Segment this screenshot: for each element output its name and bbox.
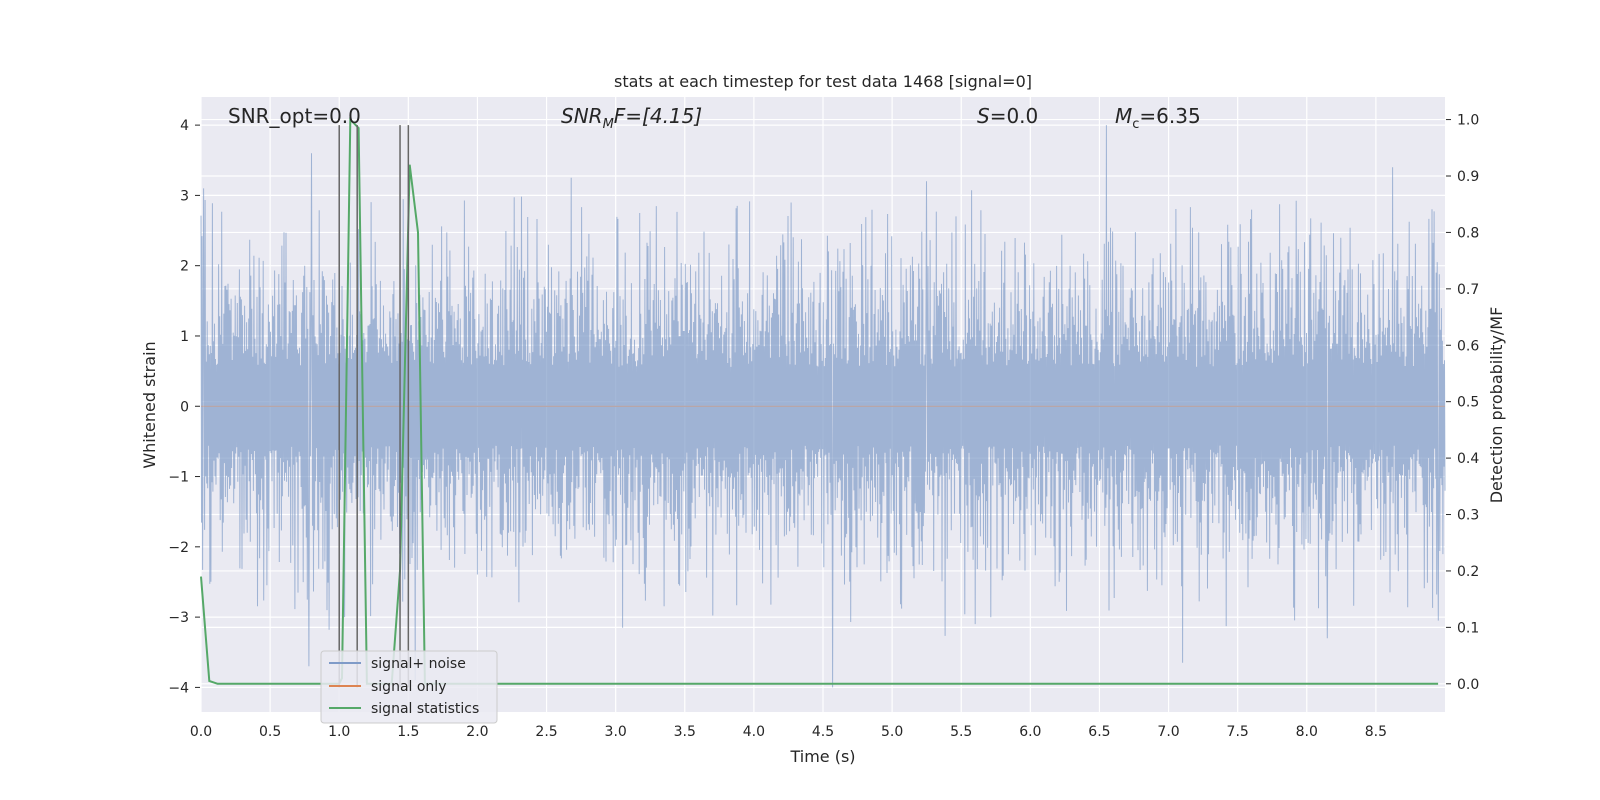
annotation-mc-var: M	[1115, 104, 1132, 128]
y2-tick-label: 0.2	[1457, 564, 1479, 580]
y-tick-label: −2	[168, 540, 189, 556]
x-tick-label: 8.0	[1296, 724, 1318, 740]
annotation-mc-rest: =6.35	[1139, 104, 1200, 128]
legend: signal+ noise signal only signal statist…	[320, 650, 498, 724]
x-tick-label: 3.0	[605, 724, 627, 740]
legend-label-signal-noise: signal+ noise	[371, 656, 466, 672]
x-tick-labels: 0.0 0.5 1.0 1.5 2.0 2.5 3.0 3.5 4.0 4.5 5.0 5.5 6.0 6…	[190, 724, 1387, 740]
x-tick-label: 0.0	[190, 724, 212, 740]
x-tick-label: 1.5	[397, 724, 419, 740]
x-tick-label: 2.5	[535, 724, 557, 740]
y-tick-label: −1	[168, 470, 189, 486]
y2-tick-label: 0.4	[1457, 451, 1479, 467]
y-tick-label: 1	[180, 329, 189, 345]
y2-tick-label: 0.6	[1457, 338, 1479, 354]
annotation-snr-mf: SNRMF=[4.15]	[561, 104, 702, 132]
marker-layer	[338, 125, 410, 688]
x-tick-label: 7.5	[1227, 724, 1249, 740]
y-tick-labels: 4 3 2 1 0 −1 −2 −3 −4	[168, 118, 200, 696]
annotation-snr-mf-var: SNR	[561, 104, 603, 128]
annotation-snr-mf-rest: F=[4.15]	[614, 104, 702, 128]
annotation-mc-sub: c	[1132, 117, 1139, 132]
y-tick-label: −4	[168, 680, 189, 696]
annotation-s: S=0.0	[977, 104, 1038, 128]
x-tick-label: 7.0	[1157, 724, 1179, 740]
legend-label-signal-statistics: signal statistics	[371, 701, 479, 717]
x-tick-label: 6.0	[1019, 724, 1041, 740]
x-tick-label: 5.5	[950, 724, 972, 740]
y-tick-label: 3	[180, 188, 189, 204]
y2-tick-label: 0.0	[1457, 677, 1479, 693]
x-tick-label: 4.5	[812, 724, 834, 740]
x-tick-label: 3.5	[674, 724, 696, 740]
annotation-snr-mf-sub: M	[603, 117, 614, 132]
x-axis-label: Time (s)	[789, 747, 855, 766]
y-tick-label: 0	[180, 399, 189, 415]
y-axis-label: Whitened strain	[140, 341, 159, 468]
legend-box	[320, 650, 498, 724]
y2-tick-label: 0.1	[1457, 620, 1479, 636]
x-tick-label: 1.0	[328, 724, 350, 740]
x-tick-label: 2.0	[466, 724, 488, 740]
y2-tick-label: 0.9	[1457, 169, 1479, 185]
y2-tick-labels: 1.0 0.9 0.8 0.7 0.6 0.5 0.4 0.3 0.2 0.1 0.0	[1446, 113, 1479, 693]
y2-tick-label: 0.3	[1457, 508, 1479, 524]
y2-tick-label: 0.8	[1457, 225, 1479, 241]
x-tick-label: 8.5	[1365, 724, 1387, 740]
y2-tick-label: 0.5	[1457, 395, 1479, 411]
y-tick-label: −3	[168, 610, 189, 626]
y2-tick-label: 1.0	[1457, 113, 1479, 129]
x-tick-label: 6.5	[1088, 724, 1110, 740]
x-tick-label: 5.0	[881, 724, 903, 740]
y-tick-label: 2	[180, 259, 189, 275]
y2-tick-label: 0.7	[1457, 282, 1479, 298]
legend-label-signal-only: signal only	[371, 679, 446, 695]
annotation-mc: Mc=6.35	[1115, 104, 1201, 132]
annotation-snr-opt: SNR_opt=0.0	[228, 104, 361, 128]
y-tick-label: 4	[180, 118, 189, 134]
annotation-s-var: S	[977, 104, 990, 128]
y2-axis-label: Detection probability/MF	[1487, 307, 1506, 504]
x-tick-label: 0.5	[259, 724, 281, 740]
annotation-s-rest: =0.0	[990, 104, 1039, 128]
chart-title: stats at each timestep for test data 146…	[614, 72, 1032, 91]
x-tick-label: 4.0	[743, 724, 765, 740]
